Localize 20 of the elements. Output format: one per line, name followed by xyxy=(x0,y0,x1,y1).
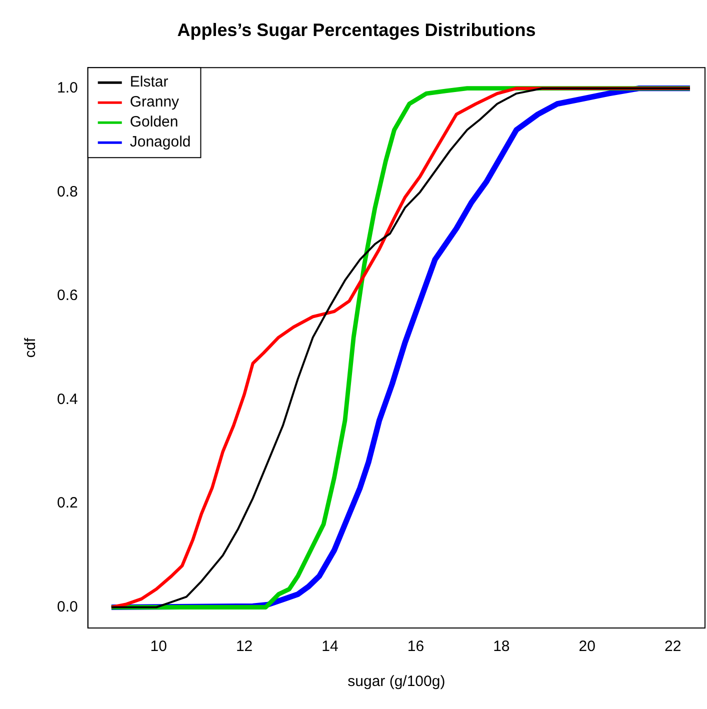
y-tick-label: 0.0 xyxy=(56,598,78,616)
x-tick-label: 10 xyxy=(150,638,167,656)
legend-label: Granny xyxy=(130,94,180,111)
x-tick-label: 18 xyxy=(493,638,510,656)
x-tick-label: 12 xyxy=(236,638,253,656)
legend-label: Elstar xyxy=(130,74,168,91)
x-tick-label: 20 xyxy=(578,638,596,656)
y-tick-label: 0.8 xyxy=(56,183,78,200)
y-axis-title: cdf xyxy=(22,336,40,358)
x-tick-label: 14 xyxy=(322,638,338,656)
x-tick-label: 22 xyxy=(664,638,682,656)
legend-label: Golden xyxy=(130,114,178,131)
legend-label: Jonagold xyxy=(130,134,191,151)
y-tick-label: 0.6 xyxy=(56,287,78,304)
x-axis-title: sugar (g/100g) xyxy=(348,673,446,690)
y-tick-label: 0.4 xyxy=(56,390,78,408)
y-tick-label: 0.2 xyxy=(56,494,78,512)
y-tick-label: 1.0 xyxy=(56,79,78,96)
chart-title: Apples’s Sugar Percentages Distributions xyxy=(177,20,536,40)
x-tick-label: 16 xyxy=(407,638,424,656)
